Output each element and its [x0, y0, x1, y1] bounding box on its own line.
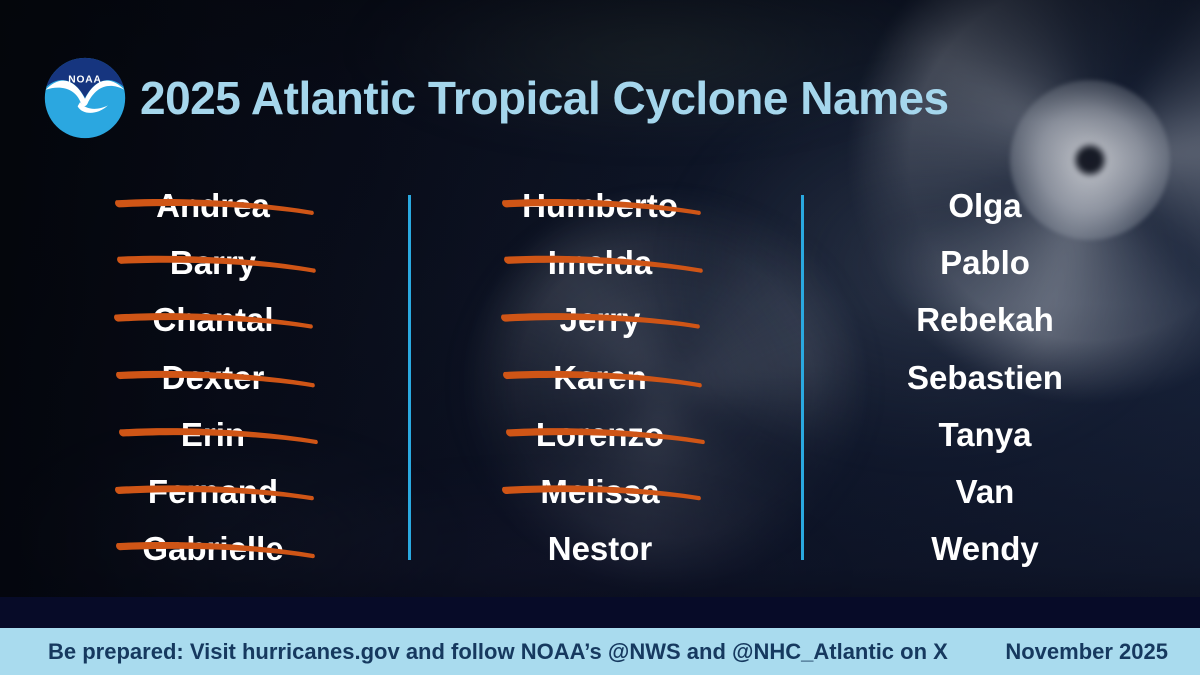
cyclone-name: Humberto [522, 186, 678, 224]
column-divider-2 [801, 195, 804, 560]
cyclone-name-row: Olga [800, 177, 1170, 234]
cyclone-name-row: Barry [20, 234, 406, 291]
cyclone-name: Erin [180, 415, 246, 453]
names-column-1: Andrea Barry Chantal Dexter Erin Fernand [20, 177, 406, 578]
cyclone-name: Melissa [540, 473, 660, 511]
cyclone-name-row: Fernand [20, 463, 406, 520]
cyclone-name-row: Humberto [415, 177, 785, 234]
cyclone-name-row: Rebekah [800, 292, 1170, 349]
cyclone-name-row: Tanya [800, 406, 1170, 463]
cyclone-name: Nestor [547, 530, 653, 568]
cyclone-name: Pablo [940, 243, 1030, 281]
cyclone-name: Gabrielle [142, 530, 284, 568]
cyclone-name-row: Melissa [415, 463, 785, 520]
footer-dark-strip [0, 597, 1200, 628]
cyclone-name-row: Jerry [415, 292, 785, 349]
cyclone-name-row: Karen [415, 349, 785, 406]
noaa-logo: NOAA [44, 57, 126, 139]
cyclone-name-row: Imelda [415, 234, 785, 291]
cyclone-name: Rebekah [916, 301, 1054, 339]
cyclone-name: Dexter [161, 358, 265, 396]
cyclone-name-row: Nestor [415, 521, 785, 578]
cyclone-name: Lorenzo [535, 415, 665, 453]
footer-message: Be prepared: Visit hurricanes.gov and fo… [48, 638, 948, 664]
cyclone-name: Wendy [931, 530, 1039, 568]
cyclone-name: Tanya [938, 415, 1032, 453]
cyclone-name: Andrea [156, 186, 270, 224]
header: NOAA 2025 Atlantic Tropical Cyclone Name… [44, 57, 949, 139]
cyclone-name: Karen [553, 358, 647, 396]
cyclone-name-row: Erin [20, 406, 406, 463]
cyclone-name: Barry [169, 243, 257, 281]
cyclone-name-row: Chantal [20, 292, 406, 349]
noaa-logo-text: NOAA [68, 74, 101, 85]
cyclone-name-row: Pablo [800, 234, 1170, 291]
cyclone-name-row: Sebastien [800, 349, 1170, 406]
cyclone-name: Fernand [147, 473, 279, 511]
cyclone-name-row: Wendy [800, 521, 1170, 578]
cyclone-name: Imelda [547, 243, 653, 281]
cyclone-name-row: Lorenzo [415, 406, 785, 463]
names-column-2: Humberto Imelda Jerry Karen Lorenzo Meli… [415, 177, 785, 578]
cyclone-name: Jerry [559, 301, 641, 339]
cyclone-name: Van [955, 473, 1015, 511]
page-title: 2025 Atlantic Tropical Cyclone Names [140, 72, 949, 124]
names-column-3: Olga Pablo Rebekah Sebastien Tanya Van [800, 177, 1170, 578]
footer-date: November 2025 [1005, 638, 1168, 664]
cyclone-name-row: Gabrielle [20, 521, 406, 578]
cyclone-name-row: Dexter [20, 349, 406, 406]
footer: Be prepared: Visit hurricanes.gov and fo… [0, 597, 1200, 675]
cyclone-name: Chantal [152, 301, 274, 339]
cyclone-name: Sebastien [907, 358, 1063, 396]
cyclone-name-row: Andrea [20, 177, 406, 234]
footer-bar: Be prepared: Visit hurricanes.gov and fo… [0, 628, 1200, 675]
cyclone-name: Olga [948, 186, 1022, 224]
column-divider-1 [408, 195, 411, 560]
cyclone-name-row: Van [800, 463, 1170, 520]
